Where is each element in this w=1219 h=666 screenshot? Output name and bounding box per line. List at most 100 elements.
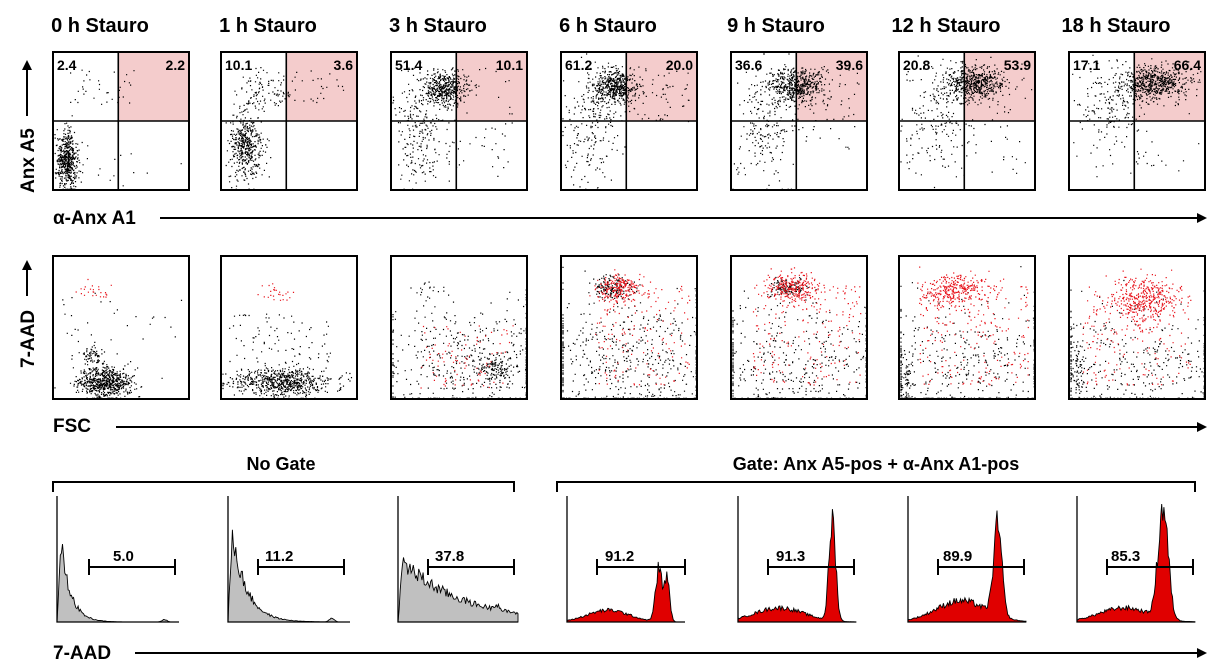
row2-dots xyxy=(732,267,867,399)
histogram-area xyxy=(397,557,519,623)
upper-right-quadrant-highlight xyxy=(118,52,189,121)
row1-panel-12h: 20.8 53.9 xyxy=(898,51,1036,191)
group-label-no-gate: No Gate xyxy=(246,454,315,474)
row2-x-axis: FSC xyxy=(53,416,1207,437)
column-title-1h: 1 h Stauro xyxy=(219,15,317,37)
histogram-1h: 11.2 xyxy=(227,496,350,623)
row2-dots xyxy=(1070,268,1205,399)
gate-percent: 91.3 xyxy=(776,548,805,565)
histogram-6h: 91.2 xyxy=(566,496,686,623)
ungated-event-dots xyxy=(562,266,697,399)
row2-panel-6h xyxy=(560,255,698,400)
histogram-area xyxy=(1076,503,1196,623)
row2-panel-3h xyxy=(390,255,528,400)
row1-x-axis: α-Anx A1 xyxy=(53,208,1207,229)
row2-dots xyxy=(562,266,697,399)
histogram-axes xyxy=(1076,496,1195,623)
row2-frame xyxy=(52,255,190,400)
gated-event-dots xyxy=(589,269,691,386)
row1-panel-3h: 51.4 10.1 xyxy=(390,51,528,191)
gate-percent: 37.8 xyxy=(435,548,464,565)
upper-left-value: 20.8 xyxy=(903,57,930,73)
gated-bracket xyxy=(556,481,1196,492)
gated-event-dots xyxy=(917,266,1029,386)
row2-frame xyxy=(898,255,1036,400)
column-title-9h: 9 h Stauro xyxy=(727,15,825,37)
ungated-event-dots xyxy=(222,313,353,399)
upper-right-value: 10.1 xyxy=(496,57,523,73)
upper-left-value: 61.2 xyxy=(565,57,592,73)
gate-percent: 91.2 xyxy=(605,548,634,565)
event-dots xyxy=(900,55,1033,189)
row1-panel-0h: 2.4 2.2 xyxy=(52,51,190,191)
histogram-axes xyxy=(227,496,350,623)
row2-frame xyxy=(560,255,698,400)
histogram-axes xyxy=(737,496,856,623)
upper-right-value: 53.9 xyxy=(1004,57,1031,73)
histogram-group-headers: No Gate Gate: Anx A5-pos + α-Anx A1-pos xyxy=(52,454,1196,492)
histogram-0h: 5.0 xyxy=(56,496,179,623)
row1-y-axis: Anx A5 xyxy=(18,60,39,193)
upper-left-value: 36.6 xyxy=(735,57,762,73)
upper-right-value: 39.6 xyxy=(836,57,863,73)
histogram-12h: 89.9 xyxy=(907,496,1027,623)
histogram-area xyxy=(737,509,857,623)
row1-y-label: Anx A5 xyxy=(18,128,39,193)
row2-frame xyxy=(220,255,358,400)
row2-frame xyxy=(730,255,868,400)
row3-x-axis: 7-AAD xyxy=(53,643,1207,664)
upper-left-value: 2.4 xyxy=(57,57,77,73)
upper-right-value: 3.6 xyxy=(334,57,354,73)
gated-event-dots xyxy=(1082,268,1192,386)
row1-x-label: α-Anx A1 xyxy=(53,208,136,229)
row3-histograms: 5.0 11.2 37.8 91.2 xyxy=(56,496,1196,623)
event-dots xyxy=(225,67,345,190)
ungated-event-dots xyxy=(392,281,527,399)
gate-percent: 5.0 xyxy=(113,548,134,565)
row2-y-label: 7-AAD xyxy=(18,310,39,368)
row2-dot-plots xyxy=(52,255,1206,400)
row2-panel-0h xyxy=(52,255,190,400)
histogram-3h: 37.8 xyxy=(397,496,519,623)
upper-left-value: 17.1 xyxy=(1073,57,1100,73)
histogram-area xyxy=(907,510,1027,623)
row2-panel-9h xyxy=(730,255,868,400)
row2-panel-18h xyxy=(1068,255,1206,400)
ungated-event-dots xyxy=(54,292,183,399)
histogram-axes xyxy=(397,496,518,623)
row1-panel-18h: 17.1 66.4 xyxy=(1068,51,1206,191)
row1-dot-plots: 2.4 2.2 10.1 3.6 51.4 10.1 61.2 20.0 36.… xyxy=(52,51,1206,191)
upper-right-quadrant-highlight xyxy=(456,52,527,121)
upper-left-value: 10.1 xyxy=(225,57,252,73)
row2-dots xyxy=(900,266,1035,399)
row3-x-label: 7-AAD xyxy=(53,643,111,664)
row1-panel-6h: 61.2 20.0 xyxy=(560,51,698,191)
upper-right-value: 66.4 xyxy=(1174,57,1201,73)
histogram-area xyxy=(227,529,350,623)
row2-y-axis: 7-AAD xyxy=(18,260,39,368)
row2-dots xyxy=(392,281,527,399)
upper-right-value: 20.0 xyxy=(666,57,693,73)
column-title-12h: 12 h Stauro xyxy=(892,15,1001,37)
row2-panel-12h xyxy=(898,255,1036,400)
histogram-axes xyxy=(566,496,685,623)
histogram-area xyxy=(566,561,685,623)
no-gate-bracket xyxy=(52,481,515,492)
row1-panel-9h: 36.6 39.6 xyxy=(730,51,868,191)
gate-percent: 89.9 xyxy=(943,548,972,565)
gated-event-dots xyxy=(75,278,112,298)
group-label-gated: Gate: Anx A5-pos + α-Anx A1-pos xyxy=(733,454,1020,474)
row1-dots xyxy=(900,55,1033,189)
gate-percent: 85.3 xyxy=(1111,548,1140,565)
upper-right-value: 2.2 xyxy=(166,57,186,73)
row2-dots xyxy=(54,278,183,399)
ungated-event-dots xyxy=(900,266,1035,399)
column-title-3h: 3 h Stauro xyxy=(389,15,487,37)
histogram-axes xyxy=(56,496,179,623)
row2-x-label: FSC xyxy=(53,416,91,437)
upper-left-value: 51.4 xyxy=(395,57,422,73)
column-title-0h: 0 h Stauro xyxy=(51,15,149,37)
row1-panel-1h: 10.1 3.6 xyxy=(220,51,358,191)
row2-panel-1h xyxy=(220,255,358,400)
